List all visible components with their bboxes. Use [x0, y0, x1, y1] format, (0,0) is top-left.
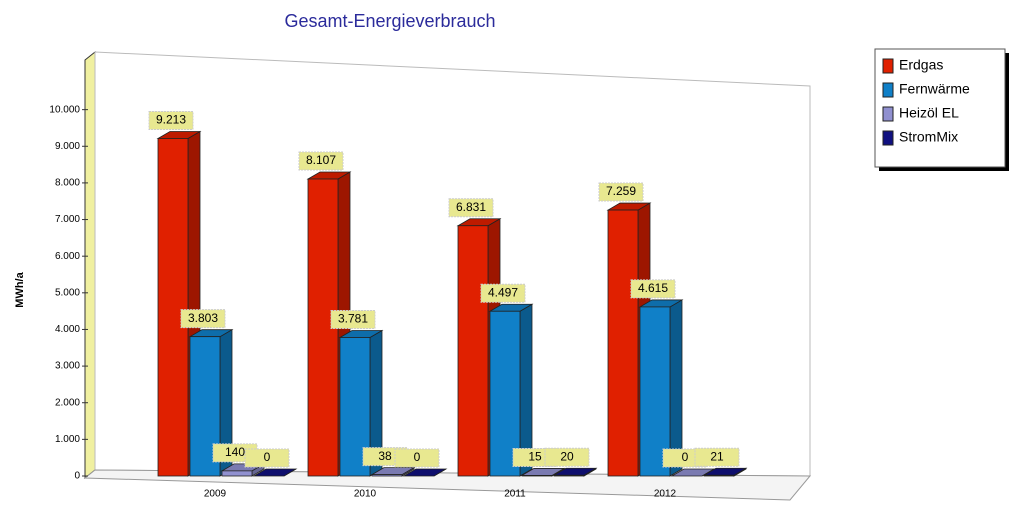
floor — [83, 469, 812, 501]
value-label: 38 — [378, 449, 392, 463]
y-tick-label: 6.000 — [55, 251, 80, 262]
value-label: 3.781 — [338, 312, 368, 326]
legend-swatch — [882, 58, 894, 74]
y-axis-label: MWh/a — [14, 271, 26, 307]
side-wall — [84, 50, 96, 480]
legend-swatch — [882, 82, 894, 98]
bar-top — [252, 468, 298, 477]
legend-label: StromMix — [899, 129, 958, 145]
y-tick-label: 4.000 — [55, 324, 80, 335]
value-label-box — [244, 448, 290, 468]
y-tick-label: 3.000 — [55, 361, 80, 372]
legend-label: Heizöl EL — [899, 105, 959, 121]
bar-top — [402, 468, 448, 477]
legend — [874, 48, 1006, 168]
legend-label: Erdgas — [899, 57, 943, 73]
y-tick-label: 2.000 — [55, 397, 80, 408]
y-tick-label: 1.000 — [55, 434, 80, 445]
value-label-box — [598, 182, 644, 202]
value-label: 4.615 — [638, 281, 668, 295]
value-label: 0 — [264, 450, 271, 464]
bar — [457, 225, 489, 477]
value-label-box — [448, 198, 494, 218]
value-label: 15 — [528, 450, 542, 464]
x-tick-label: 2012 — [654, 489, 677, 500]
value-label: 3.803 — [188, 311, 218, 325]
value-label: 0 — [682, 450, 689, 464]
value-label-box — [148, 110, 194, 130]
y-tick-label: 0 — [74, 471, 80, 482]
legend-swatch — [882, 106, 894, 122]
chart-title: Gesamt-Energieverbrauch — [284, 11, 495, 31]
bar — [703, 474, 735, 477]
value-label-box — [394, 448, 440, 468]
y-tick-label: 8.000 — [55, 178, 80, 189]
value-label-box — [544, 447, 590, 467]
value-label: 0 — [414, 450, 421, 464]
bar — [157, 138, 189, 477]
value-label: 20 — [560, 449, 574, 463]
y-tick-label: 9.000 — [55, 141, 80, 152]
x-tick-label: 2009 — [204, 489, 227, 500]
y-tick-label: 7.000 — [55, 214, 80, 225]
value-label: 8.107 — [306, 153, 336, 167]
legend-swatch — [882, 130, 894, 146]
bar — [521, 475, 553, 477]
value-label-box — [694, 447, 740, 467]
value-label: 7.259 — [606, 184, 636, 198]
bar — [607, 209, 639, 477]
value-label-box — [298, 151, 344, 171]
value-label-box — [480, 283, 526, 303]
bar — [371, 474, 403, 477]
x-tick-label: 2011 — [504, 489, 526, 500]
value-label: 9.213 — [156, 113, 186, 127]
value-label-box — [180, 309, 226, 329]
y-tick-label: 5.000 — [55, 287, 80, 298]
value-label-box — [630, 279, 676, 299]
value-label: 21 — [710, 449, 724, 463]
y-tick-label: 10.000 — [49, 104, 80, 115]
bar — [221, 470, 253, 477]
x-tick-label: 2010 — [354, 489, 377, 500]
value-label: 140 — [225, 445, 245, 459]
bar — [553, 474, 585, 477]
legend-label: Fernwärme — [899, 81, 970, 97]
value-label: 4.497 — [488, 285, 518, 299]
bar — [639, 306, 671, 477]
value-label-box — [330, 309, 376, 329]
value-label: 6.831 — [456, 200, 486, 214]
